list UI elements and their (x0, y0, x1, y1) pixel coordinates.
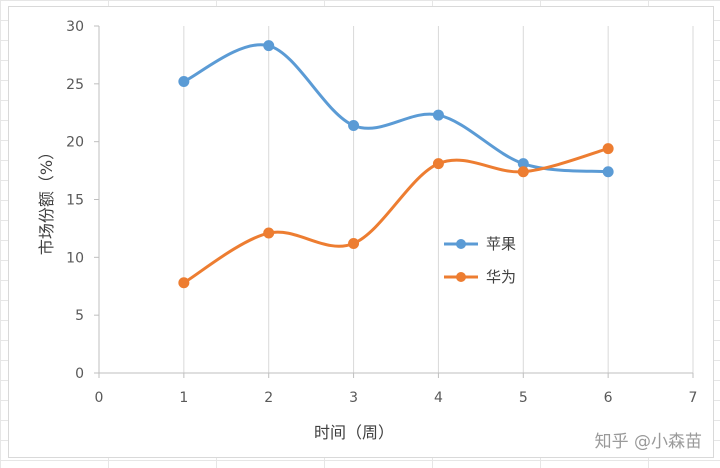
y-tick-label: 30 (66, 19, 84, 35)
x-tick-label: 3 (349, 390, 358, 406)
data-point[interactable] (602, 166, 614, 178)
watermark: 知乎 @小森苗 (594, 432, 702, 452)
legend-swatch-marker (456, 239, 466, 249)
chart-area[interactable] (8, 6, 714, 458)
y-axis-title: 市场份额（%） (37, 144, 56, 255)
data-point[interactable] (178, 277, 190, 289)
x-axis-title: 时间（周） (314, 423, 394, 442)
series (178, 40, 614, 289)
y-tick-label: 5 (75, 308, 84, 324)
data-point[interactable] (178, 76, 190, 88)
y-tick-label: 20 (66, 135, 84, 151)
data-point[interactable] (348, 119, 360, 131)
data-point[interactable] (348, 237, 360, 249)
legend-swatch-marker (456, 272, 466, 282)
data-point[interactable] (602, 143, 614, 155)
data-point[interactable] (432, 109, 444, 121)
x-tick-label: 0 (95, 390, 104, 406)
x-tick-label: 7 (689, 390, 698, 406)
y-tick-label: 10 (66, 250, 84, 266)
axes: 0 1 2 3 4 5 6 7 0 5 10 15 20 25 30 (66, 19, 697, 406)
x-tick-label: 4 (434, 390, 443, 406)
y-tick-label: 15 (66, 193, 84, 209)
x-tick-label: 1 (179, 390, 188, 406)
y-tick-label: 25 (66, 77, 84, 93)
series-line-1[interactable] (182, 147, 610, 285)
y-tick-label: 0 (75, 366, 84, 382)
data-point[interactable] (263, 227, 275, 239)
x-tick-label: 5 (519, 390, 528, 406)
data-point[interactable] (263, 40, 275, 52)
data-point[interactable] (432, 158, 444, 170)
series-line-0[interactable] (182, 43, 610, 174)
data-point[interactable] (517, 166, 529, 178)
x-tick-label: 6 (604, 390, 613, 406)
legend-label: 苹果 (486, 235, 516, 253)
legend-label: 华为 (486, 268, 516, 286)
x-tick-label: 2 (264, 390, 273, 406)
